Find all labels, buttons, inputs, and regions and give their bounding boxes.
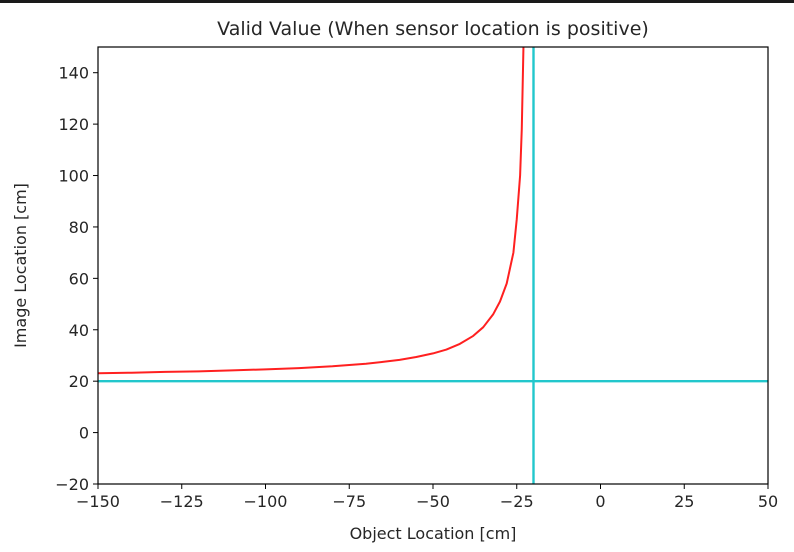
y-tick-label: 20 — [69, 372, 89, 391]
x-tick-label: 50 — [758, 492, 778, 511]
x-tick-label: −25 — [500, 492, 534, 511]
x-tick-label: 0 — [595, 492, 605, 511]
reference-lines — [98, 47, 768, 484]
y-axis-label: Image Location [cm] — [11, 183, 30, 348]
x-axis-label: Object Location [cm] — [350, 524, 517, 543]
x-tick-label: −100 — [244, 492, 288, 511]
x-tick-label: 25 — [674, 492, 694, 511]
y-ticks: −20 0 20 40 60 80 100 120 140 — [55, 64, 98, 494]
y-tick-label: 140 — [58, 64, 89, 83]
series-layer — [98, 47, 525, 375]
y-tick-label: 120 — [58, 115, 89, 134]
x-tick-label: −50 — [416, 492, 450, 511]
x-tick-label: −125 — [160, 492, 204, 511]
y-tick-label: −20 — [55, 475, 89, 494]
x-ticks: −150 −125 −100 −75 −50 −25 0 25 50 — [76, 484, 778, 511]
chart-title: Valid Value (When sensor location is pos… — [217, 18, 649, 40]
plot-frame — [97, 46, 769, 485]
series-line-0 — [98, 47, 525, 375]
y-tick-label: 60 — [69, 269, 89, 288]
y-tick-label: 0 — [79, 424, 89, 443]
x-tick-label: −150 — [76, 492, 120, 511]
y-tick-label: 80 — [69, 218, 89, 237]
x-tick-label: −75 — [332, 492, 366, 511]
window-top-border — [0, 0, 794, 3]
y-tick-label: 40 — [69, 321, 89, 340]
y-tick-label: 100 — [58, 167, 89, 186]
